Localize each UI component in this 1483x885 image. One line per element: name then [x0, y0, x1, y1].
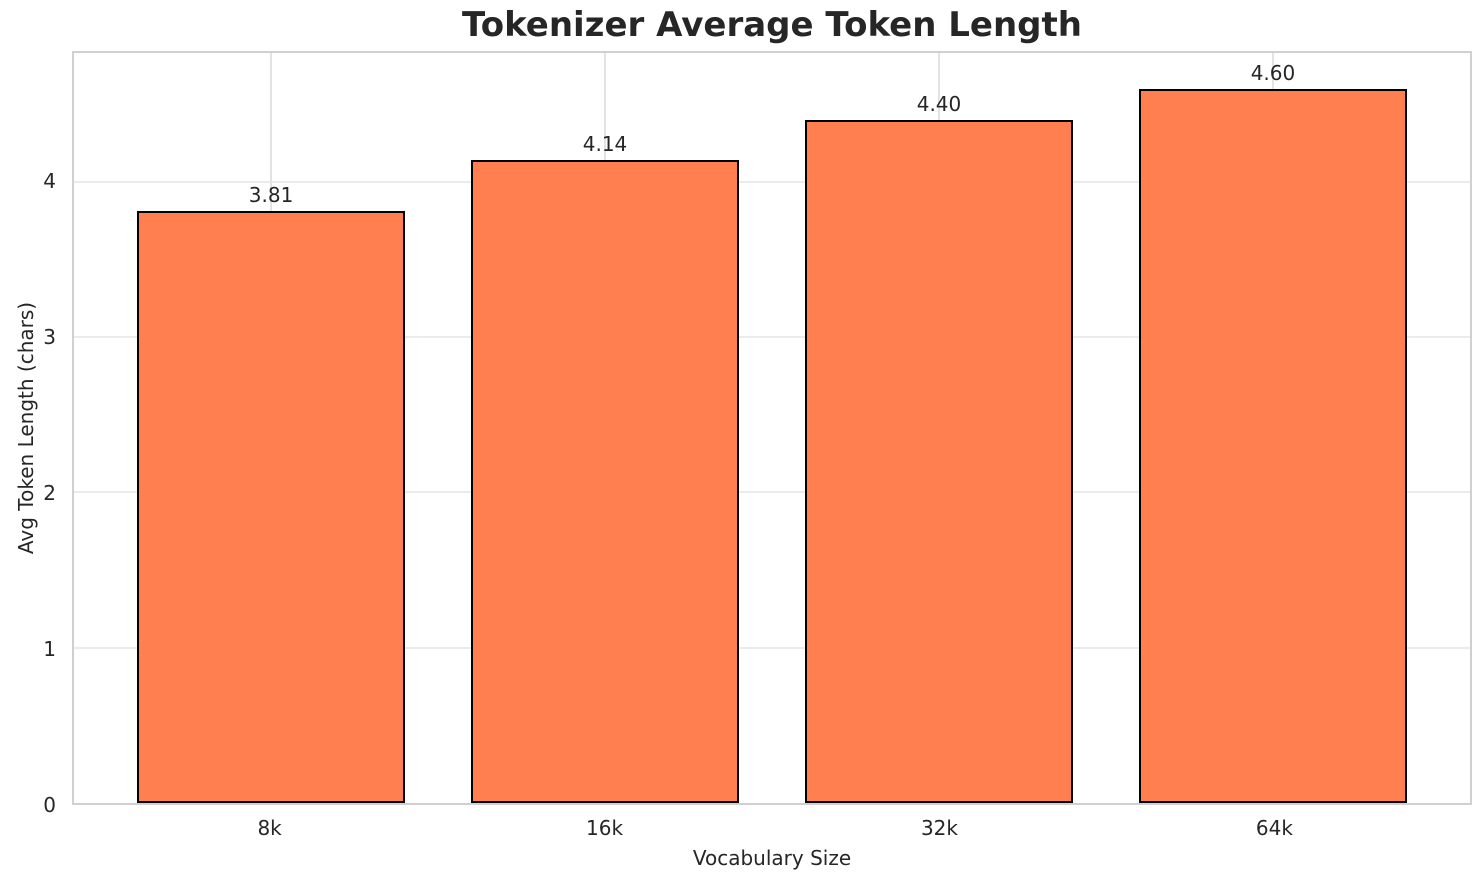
y-tick-label: 1 [43, 636, 56, 661]
y-tick-label: 3 [43, 324, 56, 349]
x-tick-label-64k: 64k [1255, 816, 1293, 840]
y-tick-label: 0 [43, 793, 56, 817]
h-gridline [74, 180, 1470, 183]
h-gridline [74, 646, 1470, 649]
h-gridline [74, 336, 1470, 339]
h-gridline [74, 491, 1470, 494]
bar-64k [1139, 88, 1407, 803]
bar-value-label: 4.60 [1250, 60, 1296, 85]
x-tick-label-8k: 8k [257, 816, 282, 840]
x-axis-label: Vocabulary Size [692, 846, 852, 870]
y-tick-label: 2 [43, 480, 56, 505]
chart-title: Tokenizer Average Token Length [462, 5, 1082, 45]
y-tick-label: 4 [43, 168, 56, 193]
bar-16k [471, 160, 739, 803]
bar-value-label: 4.40 [916, 91, 962, 116]
x-tick-label-16k: 16k [586, 816, 624, 840]
bar-8k [137, 211, 405, 803]
x-tick-label-32k: 32k [920, 816, 958, 840]
bar-32k [805, 119, 1073, 803]
bar-value-label: 3.81 [248, 183, 294, 208]
bar-value-label: 4.14 [582, 132, 628, 157]
plot-area: 3.81 4.14 4.40 4.60 [72, 51, 1472, 805]
